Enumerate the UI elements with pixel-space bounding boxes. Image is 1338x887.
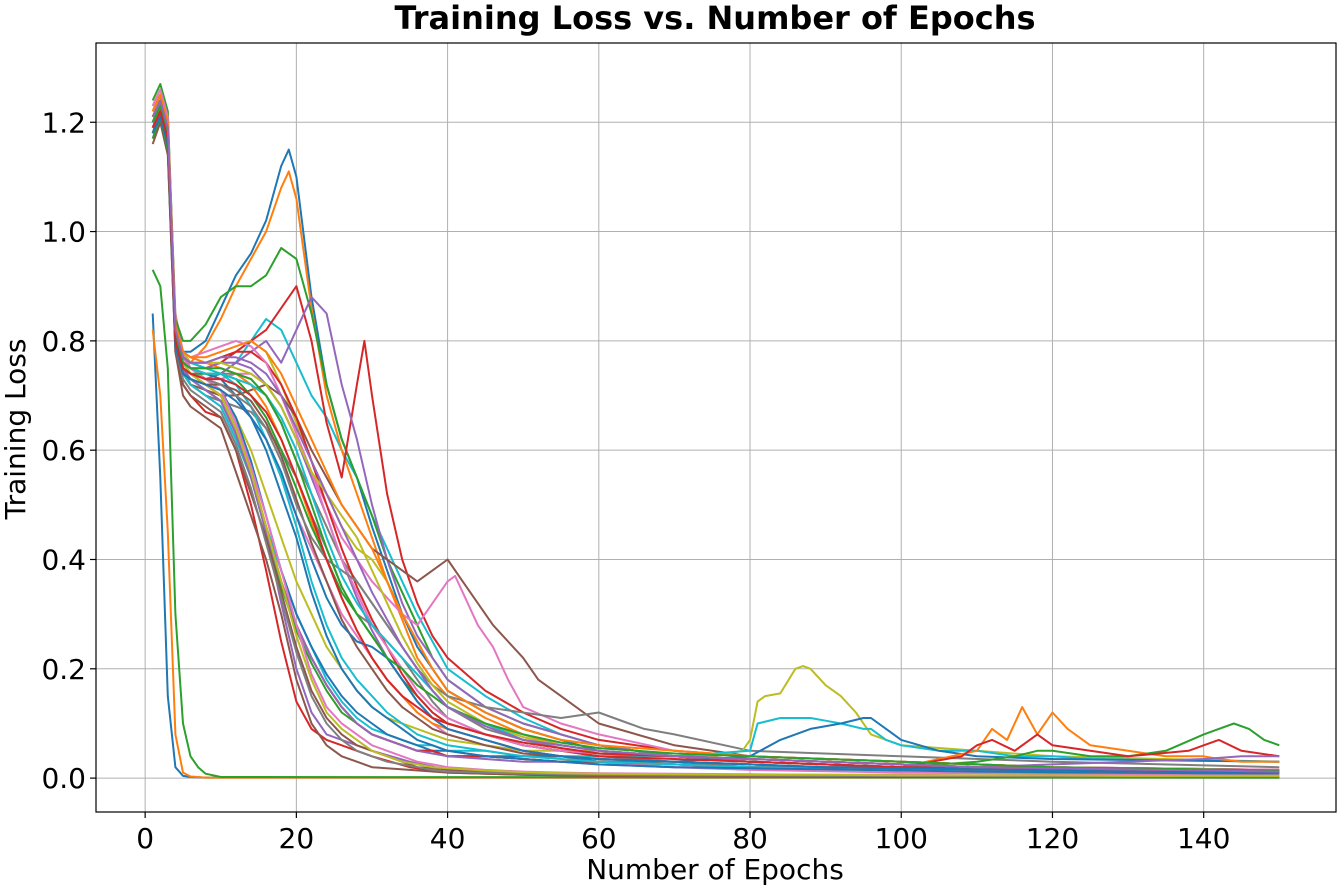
series-line-run-l (151, 104, 1280, 774)
x-tick-label: 40 (430, 822, 466, 855)
series-line-run-fast-2 (151, 329, 1280, 779)
x-tick-label: 60 (581, 822, 617, 855)
series-line-run-ak (151, 104, 1280, 773)
x-axis-label: Number of Epochs (586, 853, 844, 886)
series-line-run-d (151, 99, 1280, 776)
plot-frame (95, 42, 1337, 813)
x-tick-label: 100 (875, 822, 928, 855)
series-line-run-ap (151, 99, 1280, 773)
series-line-run-i (151, 110, 1280, 774)
x-tick-label: 140 (1177, 822, 1230, 855)
series-line-run-ai (151, 110, 1280, 773)
series-line-run-af (151, 104, 1280, 774)
series-line-run-r (151, 93, 1280, 763)
series-line-run-aa (151, 104, 1280, 774)
y-tick-label: 0.2 (41, 653, 86, 686)
series-line-run-e (151, 104, 1280, 775)
series-line-run-p (151, 99, 1280, 763)
series-line-run-m (151, 115, 1280, 771)
x-tick-label: 120 (1026, 822, 1079, 855)
y-tick-label: 0.4 (41, 543, 86, 576)
x-axis: 0 20 40 60 80 100 120 140 (136, 812, 1230, 855)
y-tick-label: 1.0 (41, 216, 86, 249)
y-axis: 0.0 0.2 0.4 0.6 0.8 1.0 1.2 (41, 106, 96, 795)
series-group (151, 83, 1280, 779)
x-tick-label: 20 (279, 822, 315, 855)
series-line-run-ad (151, 115, 1280, 773)
series-line-run-al (151, 115, 1280, 774)
series-line-run-ag (151, 110, 1280, 774)
series-line-run-fast-3 (151, 269, 1280, 779)
series-line-run-c (151, 110, 1280, 778)
y-tick-label: 0.8 (41, 325, 86, 358)
series-line-run-x (151, 93, 1280, 777)
series-line-run-an (151, 104, 1280, 772)
series-line-run-ab (151, 110, 1280, 775)
series-line-run-ao (151, 110, 1280, 773)
y-tick-label: 0.6 (41, 434, 86, 467)
chart-title: Training Loss vs. Number of Epochs (394, 0, 1035, 37)
y-axis-label: Training Loss (0, 339, 32, 521)
series-line-run-h (151, 99, 1280, 774)
y-tick-label: 0.0 (41, 762, 86, 795)
y-tick-label: 1.2 (41, 106, 86, 139)
series-line-run-y (151, 110, 1280, 778)
x-tick-label: 0 (136, 822, 154, 855)
x-tick-label: 80 (732, 822, 768, 855)
